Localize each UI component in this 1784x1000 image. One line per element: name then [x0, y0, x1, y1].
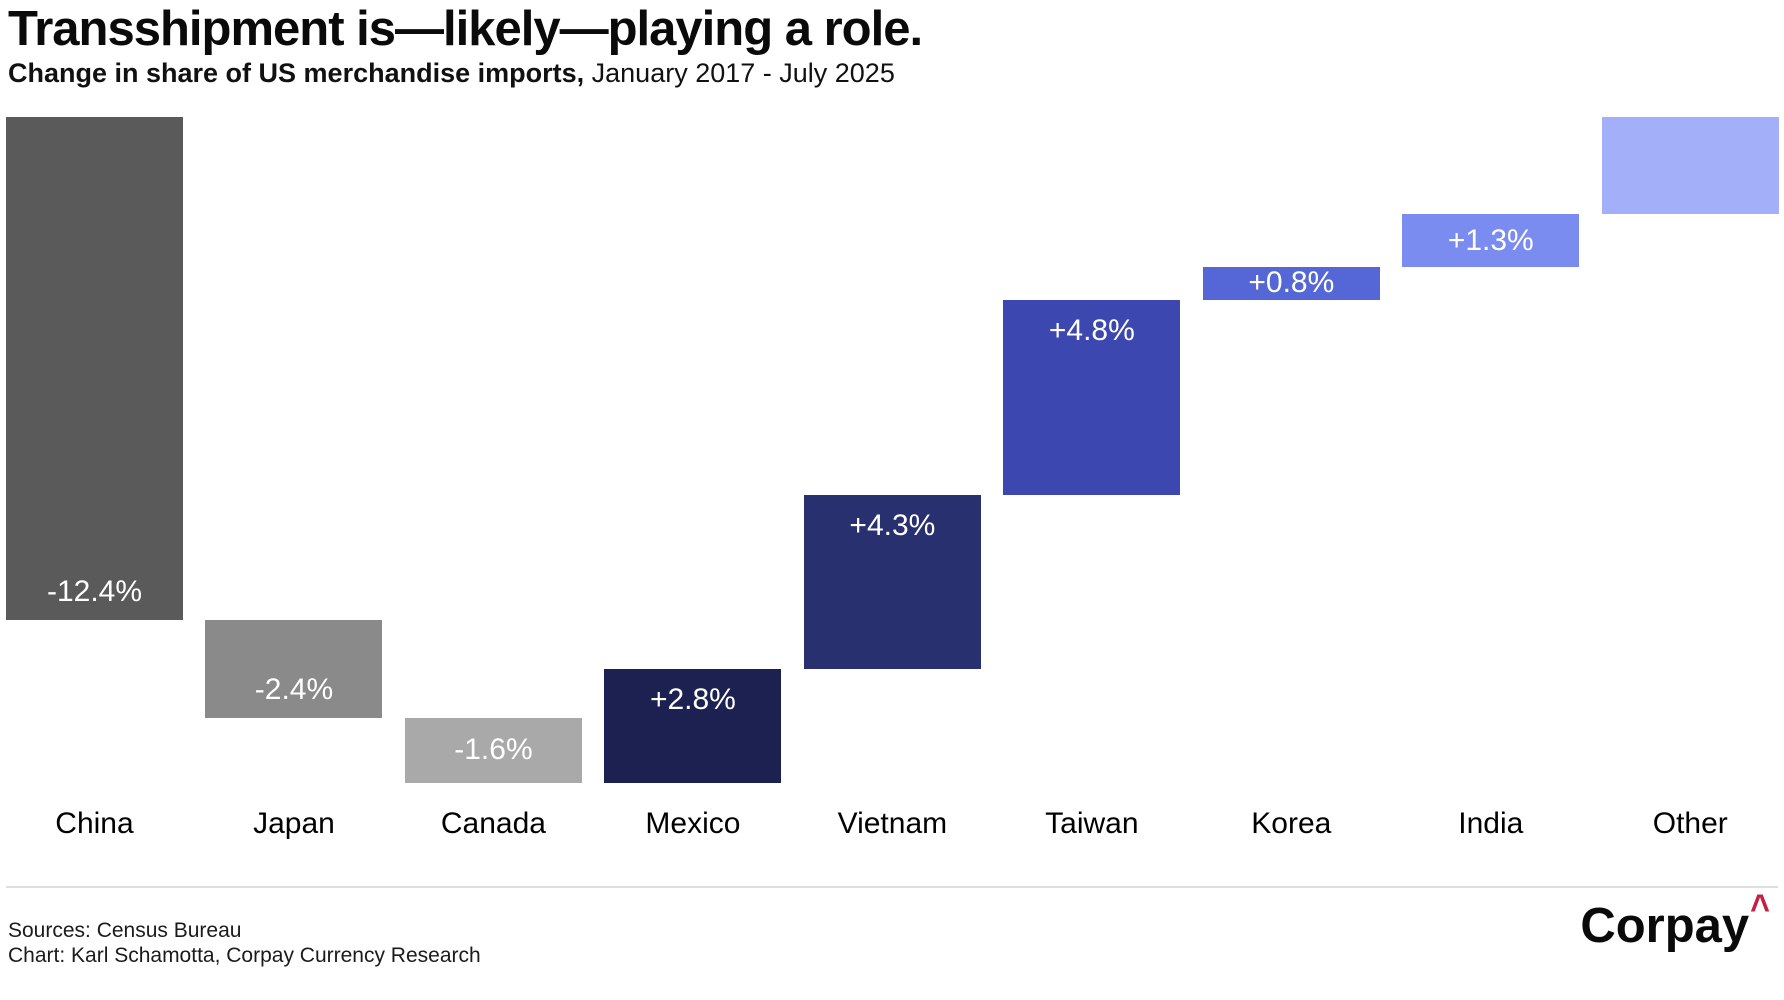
page-subtitle: Change in share of US merchandise import…: [8, 57, 895, 90]
footer-divider: [6, 886, 1778, 888]
category-label: China: [55, 807, 134, 840]
category-label: Canada: [440, 807, 546, 840]
corpay-logo: Corpay^: [1580, 887, 1770, 959]
category-label: Taiwan: [1045, 807, 1139, 840]
bar-china: -12.4%: [6, 117, 183, 621]
category-label: Japan: [253, 807, 335, 840]
bar-other: [1601, 117, 1779, 215]
bar-value-label: +4.8%: [1048, 313, 1135, 347]
bar-value-label: +1.3%: [1447, 223, 1534, 257]
footer-notes: Sources: Census Bureau Chart: Karl Scham…: [8, 918, 481, 968]
category-label: India: [1458, 807, 1524, 840]
page-title: Transshipment is—likely—playing a role.: [8, 2, 923, 56]
bar-value-label: -1.6%: [454, 733, 533, 767]
corpay-logo-text: Corpay: [1580, 899, 1750, 953]
bar-vietnam: +4.3%: [803, 494, 981, 670]
category-label: Mexico: [645, 807, 741, 840]
bar-value-label: +4.3%: [849, 508, 936, 542]
subtitle-period: January 2017 - July 2025: [584, 58, 895, 88]
bar-japan: -2.4%: [205, 620, 383, 718]
bar-value-label: -12.4%: [46, 575, 143, 609]
corpay-logo-caret-icon: ^: [1750, 887, 1770, 931]
bar-taiwan: +4.8%: [1003, 299, 1181, 495]
bar-value-label: +0.8%: [1248, 266, 1335, 300]
category-label: Other: [1652, 807, 1728, 840]
category-label: Vietnam: [837, 807, 948, 840]
bar-value-label: +2.8%: [649, 683, 736, 717]
bar-value-label: -2.4%: [254, 672, 334, 706]
subtitle-measure: Change in share of US merchandise import…: [8, 58, 585, 88]
bar-india: +1.3%: [1402, 214, 1580, 268]
bar-korea: +0.8%: [1202, 266, 1380, 300]
bar-mexico: +2.8%: [604, 669, 782, 783]
sources-line: Sources: Census Bureau: [8, 919, 242, 942]
credit-line: Chart: Karl Schamotta, Corpay Currency R…: [8, 944, 481, 967]
category-label: Korea: [1251, 807, 1332, 840]
bar-canada: -1.6%: [404, 717, 582, 783]
